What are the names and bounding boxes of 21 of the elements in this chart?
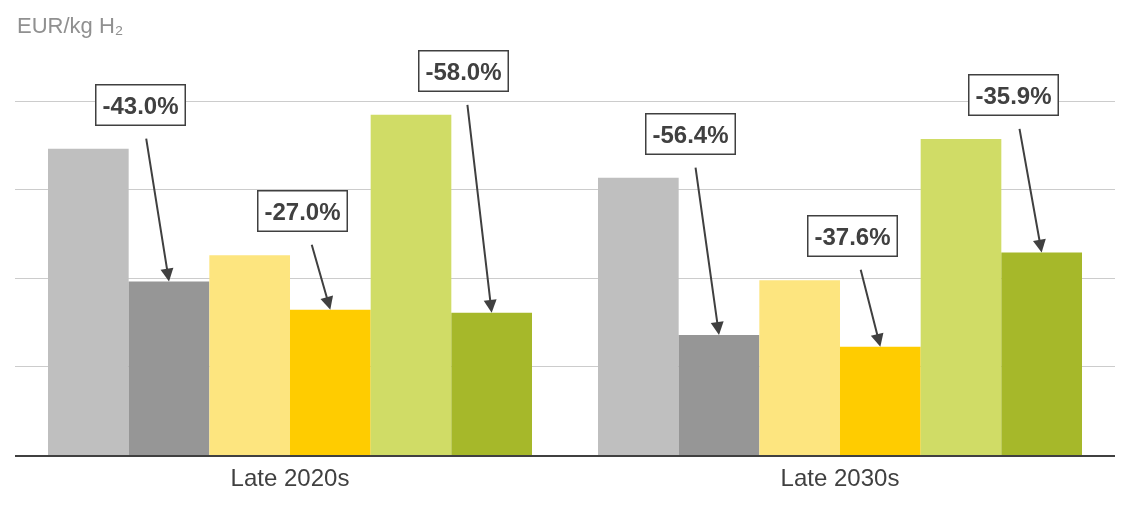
bar [759,280,840,455]
bar [678,334,760,455]
annotation: -43.0% [102,91,179,119]
bar [209,255,290,455]
text: -58.0% [425,57,502,85]
y-axis-title: EUR/kg H₂ [17,13,124,38]
bar [48,148,129,455]
x-tick-label: Late 2020s [230,463,350,491]
bar [1001,252,1082,455]
bar [598,177,679,455]
bar [840,346,921,455]
annotation: -37.6% [814,222,891,250]
bar [451,312,532,455]
x-tick-label: Late 2030s [780,463,900,491]
bar [128,281,210,455]
text: -35.9% [975,81,1052,109]
bar [920,138,1002,455]
annotation: -56.4% [652,120,729,148]
annotation: -27.0% [264,197,341,225]
bar [370,114,452,455]
bar [290,309,371,455]
